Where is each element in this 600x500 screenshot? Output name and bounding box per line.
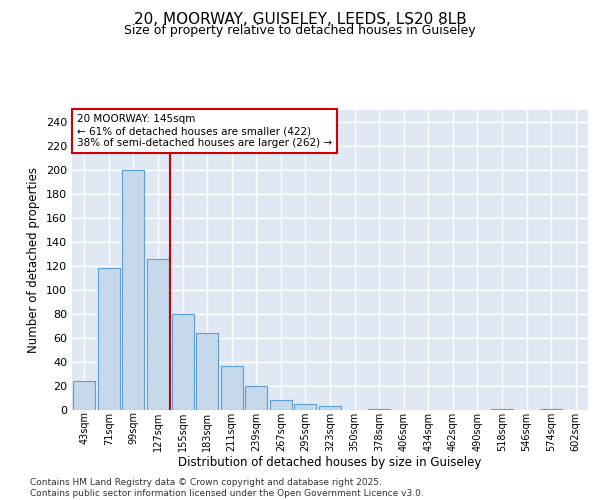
X-axis label: Distribution of detached houses by size in Guiseley: Distribution of detached houses by size …: [178, 456, 482, 469]
Bar: [540, 409, 562, 410]
Bar: [172, 314, 194, 410]
Y-axis label: Number of detached properties: Number of detached properties: [28, 167, 40, 353]
Bar: [122, 170, 145, 410]
Bar: [196, 333, 218, 410]
Text: Size of property relative to detached houses in Guiseley: Size of property relative to detached ho…: [124, 24, 476, 37]
Text: 20, MOORWAY, GUISELEY, LEEDS, LS20 8LB: 20, MOORWAY, GUISELEY, LEEDS, LS20 8LB: [134, 12, 466, 28]
Bar: [73, 381, 95, 410]
Bar: [147, 259, 169, 410]
Bar: [221, 366, 243, 410]
Text: 20 MOORWAY: 145sqm
← 61% of detached houses are smaller (422)
38% of semi-detach: 20 MOORWAY: 145sqm ← 61% of detached hou…: [77, 114, 332, 148]
Text: Contains HM Land Registry data © Crown copyright and database right 2025.
Contai: Contains HM Land Registry data © Crown c…: [30, 478, 424, 498]
Bar: [368, 409, 390, 410]
Bar: [491, 409, 513, 410]
Bar: [319, 406, 341, 410]
Bar: [270, 400, 292, 410]
Bar: [245, 386, 268, 410]
Bar: [295, 404, 316, 410]
Bar: [98, 268, 120, 410]
